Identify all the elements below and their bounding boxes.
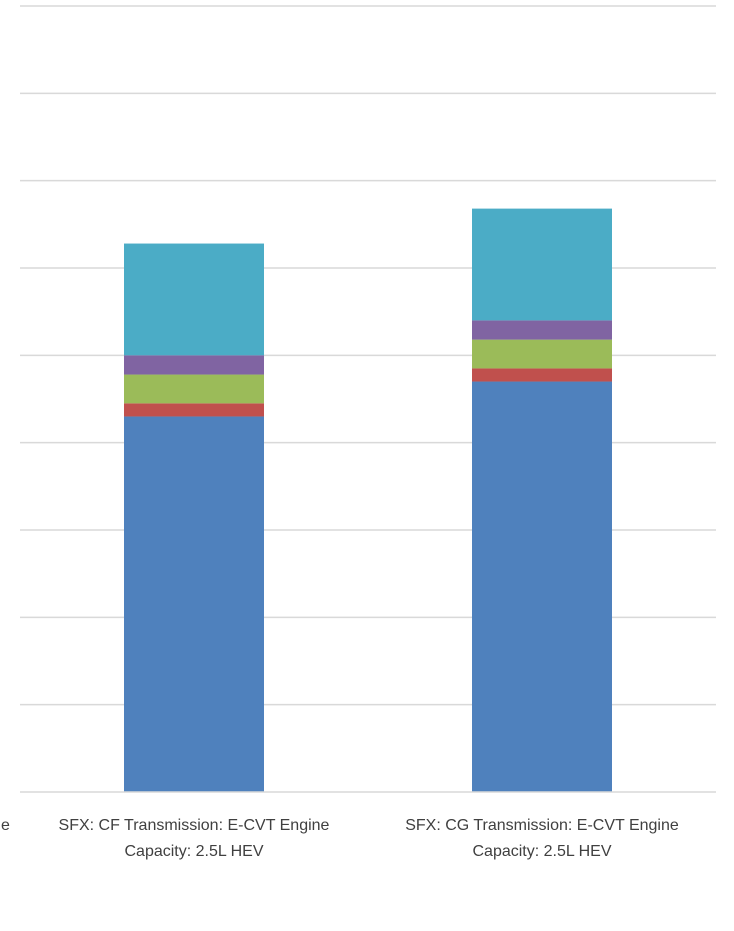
bar-segment-5 (124, 243, 264, 356)
clipped-label-fragment: e (1, 817, 10, 834)
bar-segment-1 (124, 416, 264, 792)
bar-segment-3 (472, 339, 612, 369)
category-label: SFX: CF Transmission: E-CVT Engine (59, 817, 330, 834)
bars (124, 208, 612, 792)
category-labels: SFX: CF Transmission: E-CVT Engine Capaci… (59, 817, 679, 860)
category-label: SFX: CG Transmission: E-CVT Engine (405, 817, 679, 834)
bar-segment-4 (472, 320, 612, 340)
category-label: Capacity: 2.5L HEV (124, 843, 263, 860)
category-label: Capacity: 2.5L HEV (472, 843, 611, 860)
bar-segment-3 (124, 374, 264, 404)
bar-segment-1 (472, 381, 612, 792)
bar-segment-4 (124, 355, 264, 375)
bar-segment-5 (472, 208, 612, 321)
bar-segment-2 (124, 403, 264, 417)
bar-segment-2 (472, 368, 612, 382)
